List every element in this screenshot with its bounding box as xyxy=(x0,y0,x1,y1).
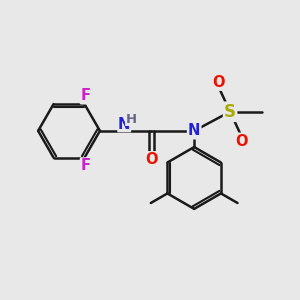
Text: F: F xyxy=(81,88,91,103)
Text: S: S xyxy=(224,103,236,121)
Text: H: H xyxy=(125,112,136,126)
Text: N: N xyxy=(188,123,200,138)
Text: O: O xyxy=(235,134,247,149)
Text: O: O xyxy=(213,75,225,90)
Text: F: F xyxy=(81,158,91,173)
Text: N: N xyxy=(118,117,130,132)
Text: O: O xyxy=(145,152,158,167)
